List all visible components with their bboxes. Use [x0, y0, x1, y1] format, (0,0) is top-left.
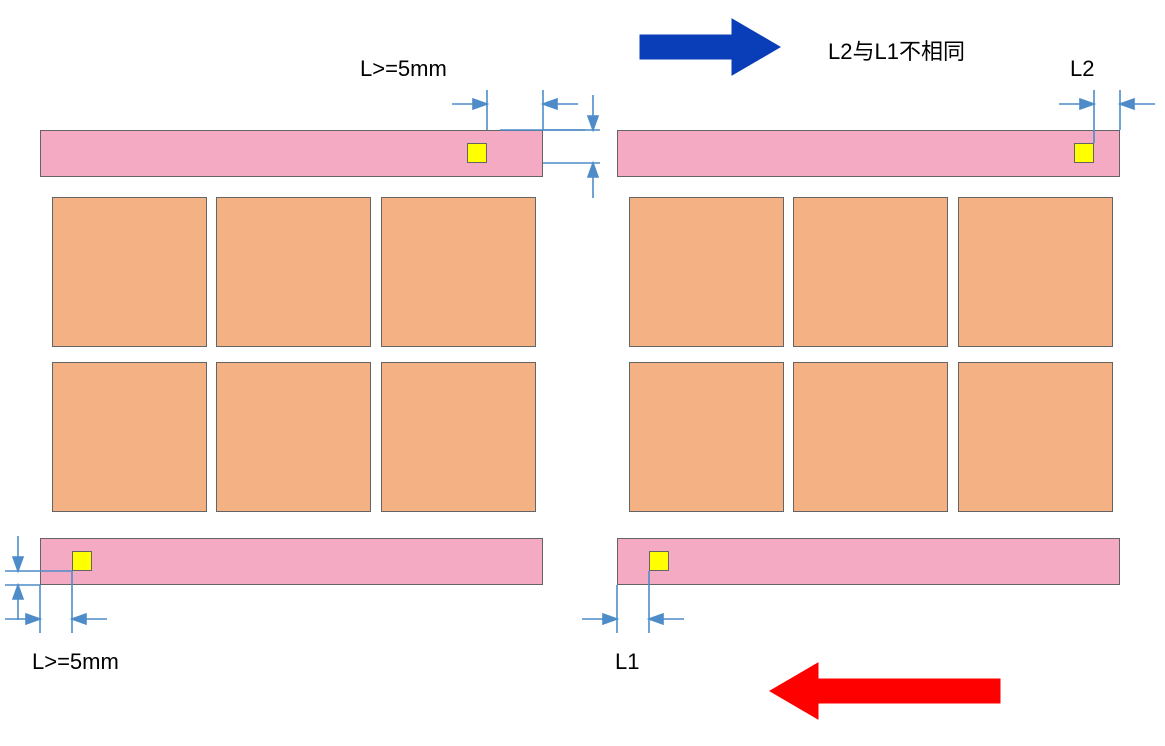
orange-box [216, 362, 371, 512]
label-top-r: L2 [1070, 56, 1094, 82]
top-bar-right-marker [1074, 143, 1094, 163]
orange-box [381, 362, 536, 512]
direction-arrow-bottom [770, 663, 1000, 719]
label-top-l: L>=5mm [360, 56, 447, 82]
orange-box [958, 362, 1113, 512]
top-bar-left-marker [467, 143, 487, 163]
bottom-bar-left-marker [72, 551, 92, 571]
label-bottom-l: L>=5mm [32, 649, 119, 675]
orange-box [629, 197, 784, 347]
bottom-bar-right [617, 538, 1120, 585]
orange-box [216, 197, 371, 347]
bottom-bar-left [40, 538, 543, 585]
bottom-bar-right-marker [649, 551, 669, 571]
label-top-note: L2与L1不相同 [828, 34, 965, 66]
orange-box [793, 197, 948, 347]
orange-box [52, 362, 207, 512]
orange-box [958, 197, 1113, 347]
direction-arrow-top [640, 19, 780, 75]
top-bar-right [617, 130, 1120, 177]
label-bottom-r: L1 [615, 649, 639, 675]
orange-box [52, 197, 207, 347]
orange-box [381, 197, 536, 347]
orange-box [793, 362, 948, 512]
orange-box [629, 362, 784, 512]
